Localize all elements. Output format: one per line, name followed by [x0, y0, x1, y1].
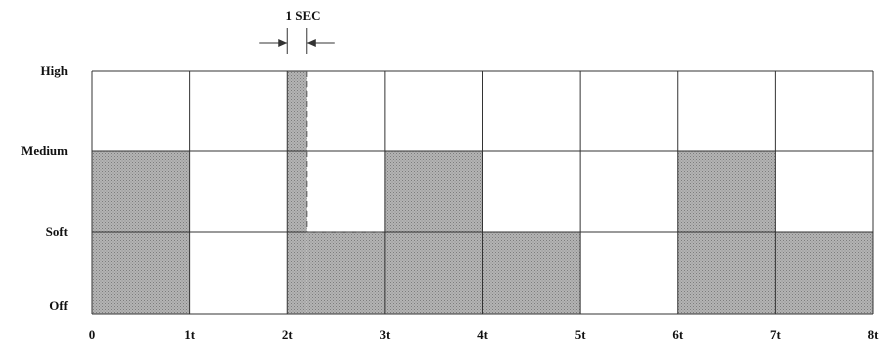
y-label-high: High [41, 63, 69, 78]
segment-bar-3 [306, 232, 385, 314]
x-label-2t: 2t [282, 327, 294, 342]
callout-arrowhead-right [306, 39, 316, 47]
y-label-medium: Medium [21, 143, 68, 158]
callout-arrowhead-left [278, 39, 288, 47]
x-label-6t: 6t [672, 327, 684, 342]
x-label-3t: 3t [379, 327, 391, 342]
callout-label: 1 SEC [285, 8, 320, 23]
segment-bar-2 [287, 71, 307, 314]
x-label-7t: 7t [770, 327, 782, 342]
y-label-off: Off [49, 298, 68, 313]
x-label-5t: 5t [575, 327, 587, 342]
segment-bar-8 [775, 232, 873, 314]
x-label-0: 0 [89, 327, 96, 342]
dashed-outline [306, 71, 385, 233]
x-label-4t: 4t [477, 327, 489, 342]
x-label-1t: 1t [184, 327, 196, 342]
y-label-soft: Soft [46, 224, 69, 239]
segment-bar-5 [482, 232, 581, 314]
x-label-8t: 8t [868, 327, 880, 342]
